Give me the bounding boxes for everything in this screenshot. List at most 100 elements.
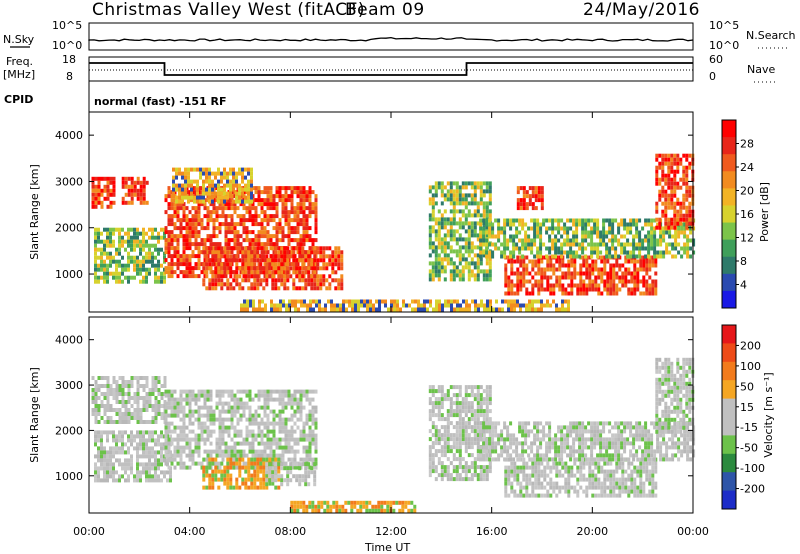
echo-cell [537,186,541,191]
echo-cell [428,465,432,470]
echo-cell [203,429,207,434]
echo-cell [226,183,229,188]
echo-cell [133,400,137,404]
echo-cell [202,282,206,287]
echo-cell [133,259,136,264]
echo-cell [337,250,341,255]
echo-cell [494,246,498,251]
echo-cell [197,445,201,450]
echo-cell [254,190,258,195]
echo-cell [578,246,582,251]
echo-cell [121,412,125,416]
echo-cell [115,478,118,483]
echo-cell [227,226,231,231]
echo-cell [245,234,249,239]
echo-cell [233,274,237,279]
echo-cell [221,389,225,394]
echo-cell [284,425,288,430]
echo-cell [220,175,223,180]
echo-cell [115,388,119,392]
echo-cell [112,450,115,455]
echo-cell [437,225,441,230]
echo-cell [334,258,338,263]
echo-cell [293,230,297,235]
echo-cell [227,449,231,454]
echo-cell [456,303,459,308]
echo-cell [244,199,247,204]
echo-cell [443,245,447,250]
echo-cell [449,257,453,262]
echo-cell [259,481,263,486]
echo-cell [133,408,137,412]
echo-cell [224,222,228,227]
echo-cell [151,408,155,412]
echo-cell [503,238,507,243]
echo-cell [218,425,222,430]
echo-cell [215,405,219,410]
echo-cell [232,258,236,263]
echo-cell [229,485,233,490]
echo-cell [381,299,384,304]
echo-cell [667,197,671,202]
echo-cell [558,283,562,288]
echo-cell [281,226,285,231]
echo-cell [671,234,675,239]
echo-cell [154,466,157,471]
echo-cell [608,218,612,223]
echo-cell [304,474,308,479]
echo-cell [248,393,252,398]
echo-cell [522,194,526,199]
echo-cell [337,246,341,251]
echo-cell [446,245,450,250]
echo-cell [121,384,125,388]
echo-cell [272,206,276,211]
echo-cell [256,282,260,287]
echo-cell [554,246,558,251]
echo-cell [340,274,344,279]
echo-cell [654,279,658,284]
echo-cell [603,259,607,264]
echo-cell [185,445,189,450]
echo-cell [197,274,201,279]
echo-cell [534,263,538,268]
echo-cell [587,242,591,247]
echo-cell [136,434,139,439]
echo-cell [664,173,668,178]
echo-cell [642,275,646,280]
echo-cell [275,202,279,207]
echo-cell [103,408,107,412]
echo-cell [253,250,257,255]
echo-cell [103,412,107,416]
echo-cell [626,222,630,227]
echo-cell [121,243,124,248]
echo-cell [677,242,681,247]
echo-cell [196,195,199,200]
echo-cell [266,433,270,438]
echo-cell [196,167,199,172]
echo-cell [428,401,432,406]
echo-cell [206,222,210,227]
echo-cell [473,229,477,234]
echo-cell [581,222,585,227]
echo-cell [281,409,285,414]
echo-cell [136,384,140,388]
echo-cell [112,255,115,260]
echo-cell [488,213,492,218]
echo-cell [154,247,157,252]
echo-cell [238,258,242,263]
echo-cell [685,225,689,230]
echo-cell [620,234,624,239]
echo-cell [139,247,142,252]
echo-cell [157,259,160,264]
echo-cell [503,222,507,227]
echo-cell [464,213,468,218]
echo-cell [290,417,294,422]
echo-cell [284,202,288,207]
echo-cell [246,299,249,304]
echo-cell [243,307,246,312]
echo-cell [311,441,315,446]
echo-cell [124,466,127,471]
echo-cell [211,282,215,287]
echo-cell [286,470,290,475]
echo-cell [157,388,161,392]
